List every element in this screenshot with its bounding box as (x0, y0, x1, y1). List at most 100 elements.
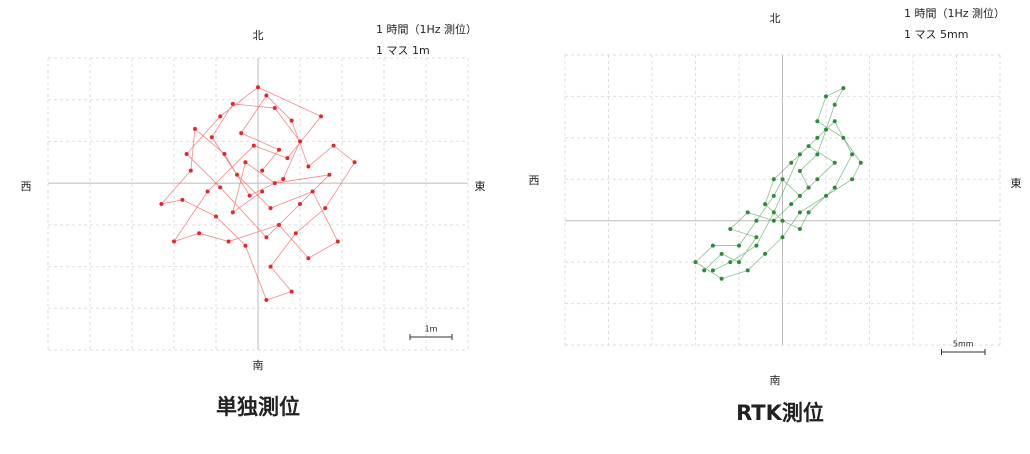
point (214, 214, 218, 219)
point (728, 227, 733, 231)
point (754, 218, 759, 223)
point (260, 189, 265, 194)
point (218, 185, 223, 190)
point (841, 86, 846, 91)
point (256, 85, 260, 90)
point (230, 210, 235, 215)
point (306, 256, 311, 261)
point (197, 231, 202, 236)
caption: RTK測位 (736, 401, 824, 425)
point (693, 260, 698, 265)
point (754, 235, 759, 240)
point (824, 94, 828, 99)
point (230, 101, 235, 106)
caption: 単独測位 (216, 395, 300, 419)
point (797, 193, 802, 198)
point (319, 114, 323, 119)
point (710, 268, 715, 273)
point (763, 202, 768, 207)
annotation: 1 時間（1Hz 測位） (904, 6, 1005, 20)
point (719, 276, 724, 281)
track-line (694, 87, 862, 280)
point (264, 235, 269, 240)
point (184, 151, 189, 156)
point (771, 193, 776, 198)
point (289, 289, 294, 294)
point (763, 251, 768, 256)
point (235, 172, 239, 177)
point (797, 227, 802, 231)
point (264, 297, 269, 302)
point (243, 243, 248, 248)
point (737, 243, 741, 248)
annotation: 1 マス 1m (376, 44, 430, 57)
point (268, 264, 273, 269)
point (797, 152, 802, 157)
point (298, 139, 302, 144)
point (832, 119, 837, 124)
point (180, 197, 185, 202)
point (806, 144, 811, 149)
scale-bar (941, 349, 986, 355)
point (247, 193, 252, 198)
point (832, 102, 837, 107)
point (293, 231, 298, 236)
west-label: 西 (529, 174, 540, 187)
point (239, 131, 244, 136)
point (806, 185, 811, 190)
point (193, 126, 197, 131)
point (710, 243, 715, 248)
point (226, 239, 231, 244)
north-label: 北 (770, 12, 781, 25)
point (771, 218, 776, 223)
point (306, 164, 311, 169)
point (310, 189, 315, 194)
point (728, 260, 733, 265)
point (251, 143, 256, 148)
point (272, 181, 277, 186)
point (850, 177, 855, 182)
point (771, 177, 776, 182)
point (797, 210, 802, 215)
track-line (160, 86, 356, 301)
point (331, 143, 336, 148)
point (172, 239, 176, 244)
point (780, 218, 785, 223)
point (159, 202, 164, 206)
scale-bar (409, 334, 453, 340)
point (780, 235, 785, 240)
point (789, 160, 794, 165)
scale-label: 5mm (953, 340, 974, 349)
point (789, 202, 794, 207)
point (780, 177, 785, 182)
annotation: 1 マス 5mm (904, 28, 968, 41)
point (352, 160, 357, 165)
scale-label: 1m (425, 325, 438, 334)
point (824, 193, 828, 198)
point (335, 239, 340, 244)
point (815, 119, 820, 124)
point (797, 169, 802, 173)
point (218, 114, 223, 119)
point (745, 268, 750, 273)
point (222, 151, 227, 156)
east-label: 東 (1011, 177, 1022, 190)
point (806, 210, 811, 215)
point (327, 172, 332, 177)
point (824, 127, 828, 132)
point (815, 152, 820, 157)
point (277, 147, 281, 152)
point (285, 156, 290, 161)
point (277, 222, 281, 227)
point (832, 185, 837, 190)
point (719, 251, 724, 256)
point (281, 176, 286, 181)
point (815, 177, 820, 182)
point (268, 206, 273, 211)
point (832, 160, 837, 165)
annotation: 1 時間（1Hz 測位） (376, 22, 477, 36)
west-label: 西 (21, 180, 32, 193)
point (841, 135, 846, 140)
point (858, 160, 863, 165)
point (754, 243, 759, 248)
